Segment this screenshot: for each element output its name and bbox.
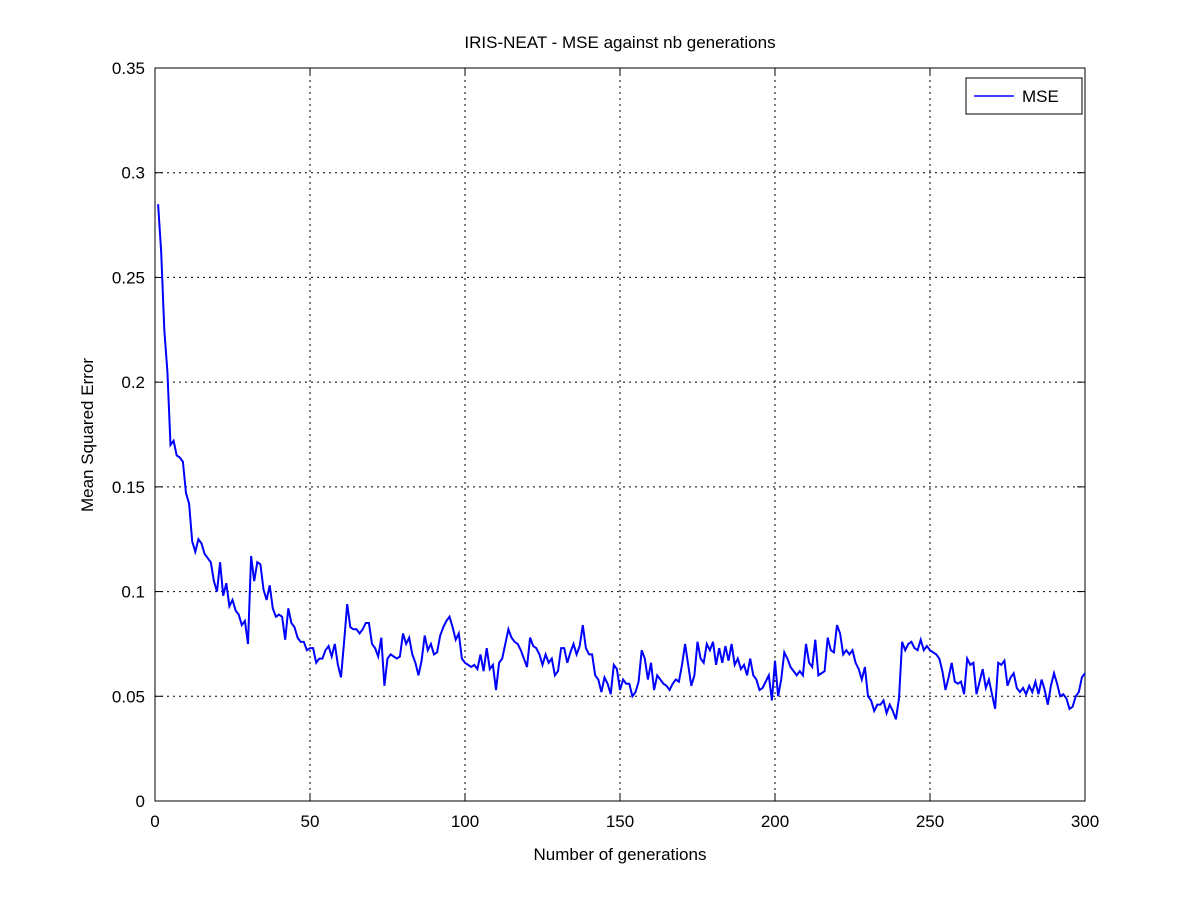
data-line [157,204,1086,720]
x-tick-label: 50 [301,812,320,831]
y-tick-label: 0.35 [112,59,145,78]
legend-label: MSE [1022,87,1059,106]
y-tick-label: 0 [136,792,145,811]
y-axis-label: Mean Squared Error [78,358,97,512]
y-tick-label: 0.2 [121,373,145,392]
x-tick-label: 150 [606,812,634,831]
y-tick-label: 0.1 [121,583,145,602]
y-tick-label: 0.3 [121,164,145,183]
x-tick-label: 300 [1071,812,1099,831]
y-tick-label: 0.05 [112,687,145,706]
y-tick-label: 0.25 [112,268,145,287]
y-tick-label: 0.15 [112,478,145,497]
x-tick-label: 250 [916,812,944,831]
plot-frame [154,67,1086,802]
x-tick-label: 100 [451,812,479,831]
x-tick-label: 0 [150,812,159,831]
x-axis-label: Number of generations [534,845,707,864]
chart-title: IRIS-NEAT - MSE against nb generations [464,33,775,52]
x-tick-label: 200 [761,812,789,831]
